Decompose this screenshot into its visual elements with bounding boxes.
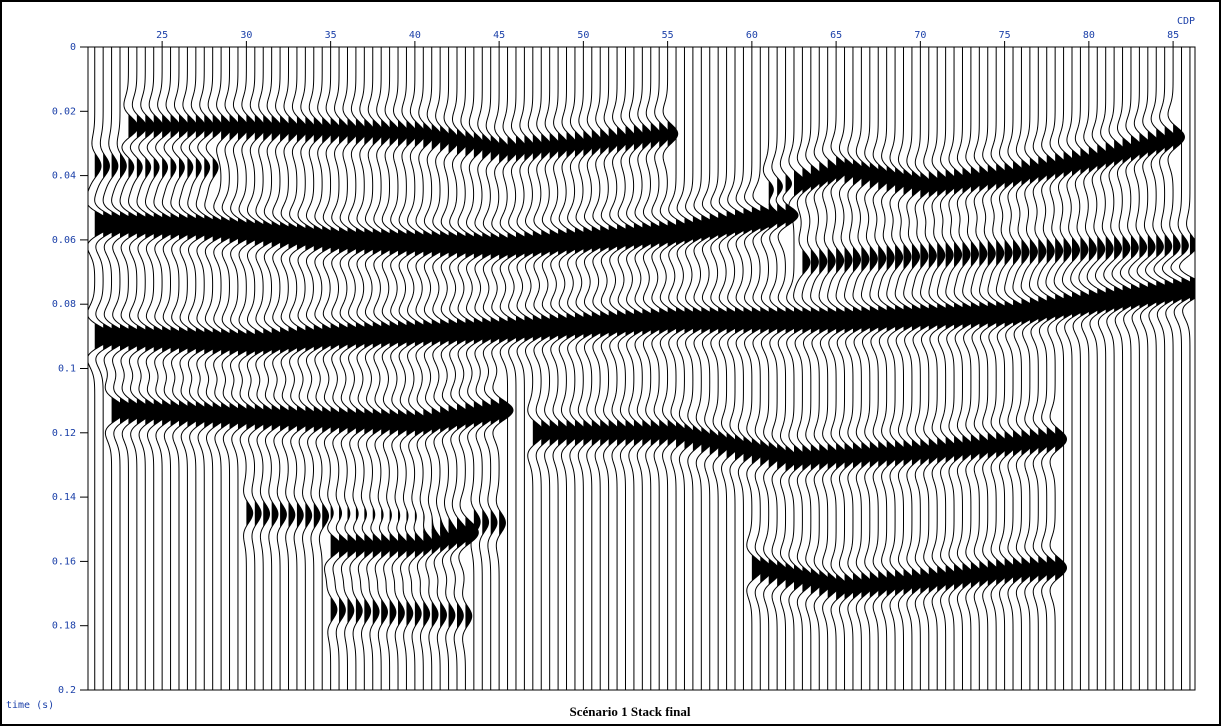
- y-tick-label: 0.08: [52, 299, 76, 310]
- y-tick-label: 0.06: [52, 235, 76, 246]
- chart: CDP time (s) Scénario 1 Stack final 25 30…: [0, 0, 1221, 726]
- y-tick-label: 0.02: [52, 106, 76, 117]
- x-tick-label: 25: [156, 30, 168, 41]
- y-tick-label: 0.14: [52, 492, 76, 503]
- y-tick-label: 0.12: [52, 428, 76, 439]
- x-tick-label: 70: [914, 30, 926, 41]
- x-tick-label: 65: [830, 30, 842, 41]
- x-tick-label: 85: [1167, 30, 1179, 41]
- x-tick-label: 75: [999, 30, 1011, 41]
- x-tick-label: 55: [662, 30, 674, 41]
- y-tick-label: 0.04: [52, 171, 76, 182]
- page: CDP time (s) Scénario 1 Stack final 25 30…: [0, 0, 1221, 726]
- x-tick-label: 40: [409, 30, 421, 41]
- x-tick-label: 35: [325, 30, 337, 41]
- x-tick-label: 80: [1083, 30, 1095, 41]
- y-tick-label: 0.1: [58, 364, 76, 375]
- x-tick-label: 50: [577, 30, 589, 41]
- y-tick-label: 0.2: [58, 685, 76, 696]
- chart-title: Scénario 1 Stack final: [570, 704, 691, 719]
- x-tick-label: 60: [746, 30, 758, 41]
- y-tick-label: 0.16: [52, 556, 76, 567]
- x-tick-label: 45: [493, 30, 505, 41]
- y-tick-label: 0: [70, 42, 76, 53]
- x-tick-label: 30: [240, 30, 252, 41]
- y-axis-label: time (s): [6, 700, 54, 711]
- x-axis-label: CDP: [1177, 16, 1195, 27]
- y-tick-label: 0.18: [52, 621, 76, 632]
